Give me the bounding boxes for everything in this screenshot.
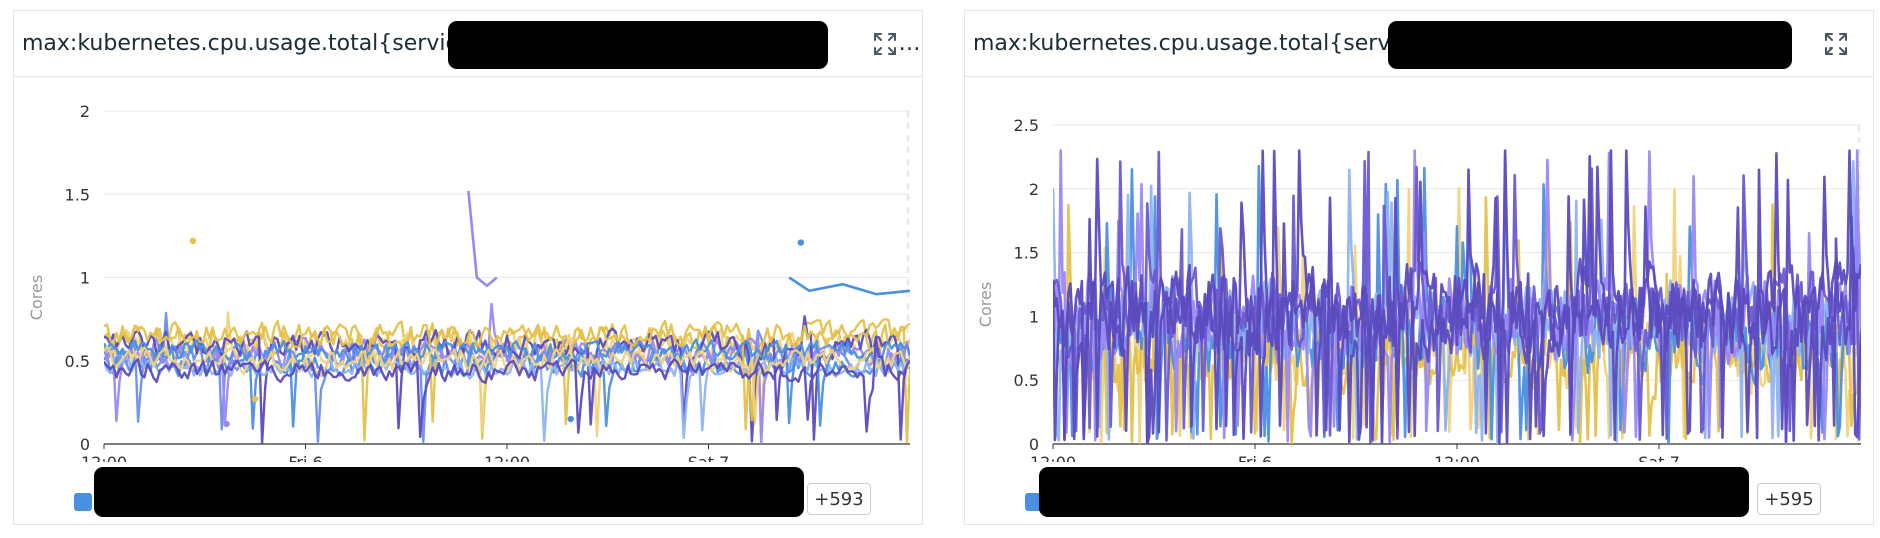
- y-tick-label: 2.5: [1014, 116, 1039, 135]
- widget-title: max:kubernetes.cpu.usage.total{service.: [973, 31, 1835, 56]
- data-point: [223, 420, 230, 428]
- data-point: [797, 239, 805, 246]
- title-ellipsis: .: [1827, 31, 1835, 56]
- x-tick-label: 12:00: [484, 453, 530, 462]
- series-line: [104, 315, 910, 444]
- y-tick-label: 1: [1029, 307, 1039, 326]
- legend-swatch: [74, 493, 92, 511]
- x-tick-label: Fri 6: [288, 453, 322, 462]
- y-axis-label: Cores: [27, 275, 46, 320]
- series-line: [104, 337, 910, 439]
- expand-icon[interactable]: [872, 31, 898, 57]
- y-tick-label: 0: [1029, 435, 1039, 454]
- timeseries-widget-1: max:kubernetes.cpu.usage.total{service:……: [13, 10, 923, 525]
- y-tick-label: 1.5: [65, 185, 90, 204]
- y-tick-label: 1.5: [1014, 244, 1039, 263]
- x-tick-label: Sat 7: [688, 453, 730, 462]
- series-line: [104, 317, 910, 442]
- y-tick-label: 2: [80, 102, 90, 121]
- title-ellipsis: …: [898, 31, 921, 56]
- series-line: [104, 338, 910, 430]
- more-series-badge[interactable]: +595: [1757, 483, 1821, 515]
- data-point: [189, 237, 197, 245]
- redacted-block: [448, 21, 828, 69]
- y-axis-label: Cores: [976, 282, 995, 327]
- widget-title: max:kubernetes.cpu.usage.total{service:…: [22, 31, 921, 56]
- data-point: [567, 415, 575, 423]
- y-tick-label: 0: [80, 435, 90, 454]
- series-segment: [467, 190, 498, 288]
- cpu-usage-chart[interactable]: 0 0.5 1 1.5 2 2.5 Cores 12:00 Fri 6 12:00 Sat 7: [965, 77, 1875, 462]
- redacted-legend: [1039, 467, 1749, 517]
- redacted-legend: [94, 467, 804, 517]
- x-tick-label: Sat 7: [1638, 453, 1680, 462]
- x-tick-label: 12:00: [1030, 453, 1076, 462]
- x-tick-label: Fri 6: [1238, 453, 1272, 462]
- x-tick-label: 12:00: [81, 453, 127, 462]
- legend-swatch: [1025, 493, 1043, 511]
- y-tick-label: 2: [1029, 180, 1039, 199]
- redacted-block: [1388, 21, 1792, 69]
- y-tick-label: 0.5: [1014, 371, 1039, 390]
- timeseries-widget-2: max:kubernetes.cpu.usage.total{service. …: [964, 10, 1874, 525]
- series-segment: [788, 276, 910, 296]
- cpu-usage-chart[interactable]: 0 0.5 1 1.5 2 Cores 12:00 Fri 6 12:00 Sat 7: [14, 77, 924, 462]
- more-series-badge[interactable]: +593: [807, 483, 871, 515]
- expand-icon[interactable]: [1823, 31, 1849, 57]
- series-line: [1053, 149, 1861, 444]
- data-point: [251, 395, 259, 403]
- series-group: [1053, 149, 1861, 444]
- x-tick-label: 12:00: [1434, 453, 1480, 462]
- widget-header: max:kubernetes.cpu.usage.total{service:…: [14, 11, 922, 77]
- series-group: [104, 190, 910, 444]
- y-tick-label: 1: [80, 269, 90, 288]
- widget-header: max:kubernetes.cpu.usage.total{service.: [965, 11, 1873, 77]
- y-tick-label: 0.5: [65, 352, 90, 371]
